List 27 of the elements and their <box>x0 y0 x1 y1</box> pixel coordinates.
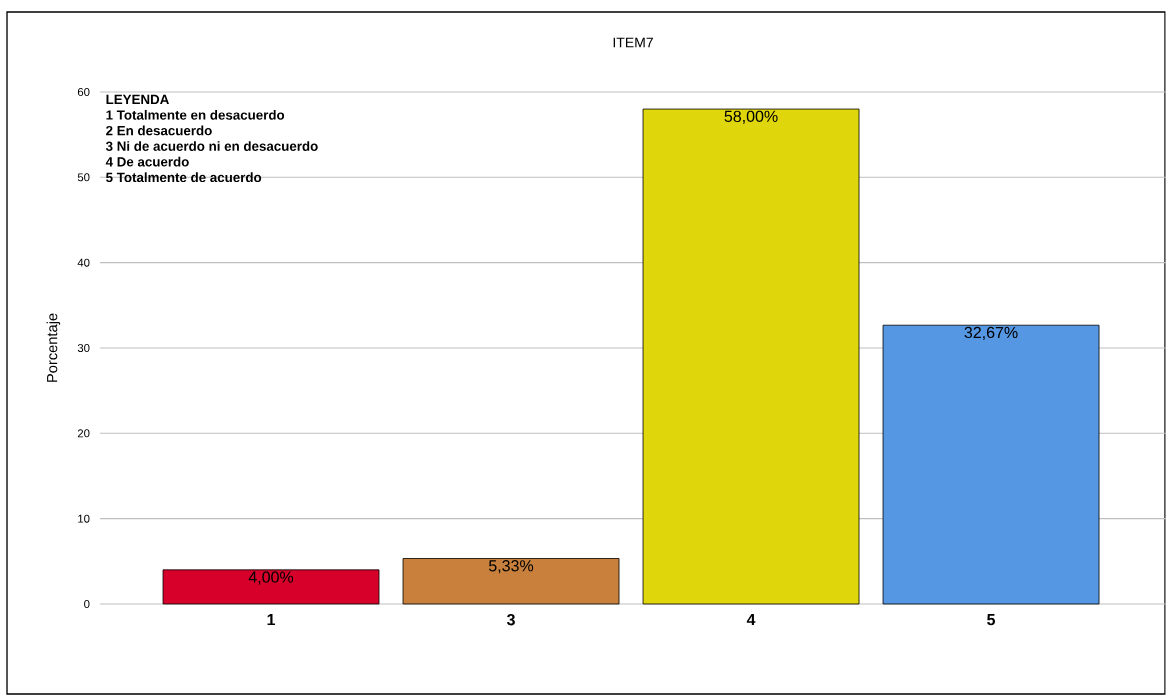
y-tick-label: 10 <box>78 514 90 523</box>
y-tick-label: 60 <box>77 87 90 96</box>
bar <box>882 324 1100 605</box>
y-tick-label: 50 <box>77 173 90 182</box>
y-tick-label: 40 <box>77 258 90 267</box>
bar <box>162 569 380 605</box>
annotation: 2 En desacuerdo <box>106 125 212 136</box>
y-axis-title: Porcentaje <box>46 313 61 382</box>
bar <box>642 108 860 605</box>
annotation: 4 De acuerdo <box>105 156 189 167</box>
y-tick-label: 0 <box>84 599 90 608</box>
bar <box>402 558 620 605</box>
data-label: 4,00% <box>248 571 294 585</box>
x-tick-label: 3 <box>506 614 515 626</box>
data-label: 32,67% <box>964 326 1018 341</box>
chart-title: ITEM7 <box>613 37 653 48</box>
annotation: 3 Ni de acuerdo ni en desacuerdo <box>105 141 318 151</box>
annotation: 5 Totalmente de acuerdo <box>106 172 262 183</box>
x-tick-label: 4 <box>746 614 756 626</box>
data-label: 5,33% <box>488 560 534 574</box>
x-tick-label: 1 <box>267 614 276 626</box>
y-tick-label: 30 <box>77 343 90 352</box>
x-tick-label: 5 <box>987 614 996 626</box>
data-label: 58,00% <box>724 110 778 124</box>
annotation: LEYENDA <box>106 94 169 104</box>
y-tick-label: 20 <box>77 429 90 438</box>
annotation: 1 Totalmente en desacuerdo <box>106 109 285 120</box>
